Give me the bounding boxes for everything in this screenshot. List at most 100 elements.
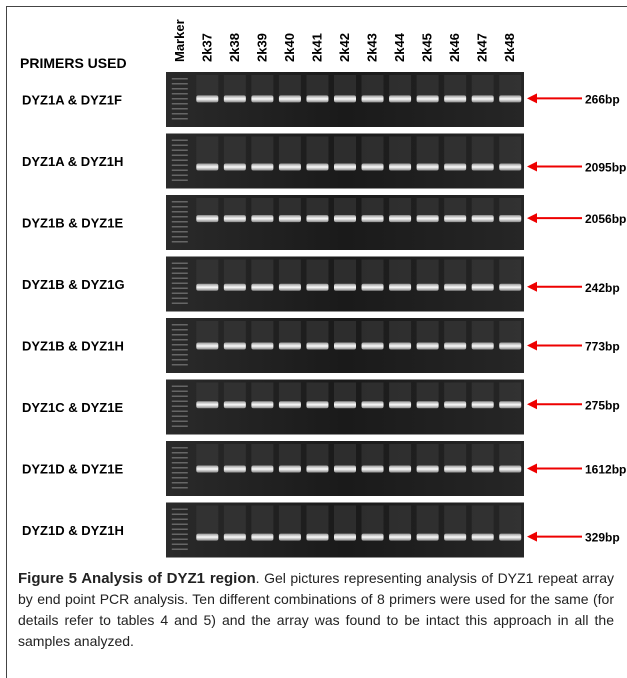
band <box>334 164 356 171</box>
primer-label: DYZ1B & DYZ1H <box>22 339 124 354</box>
lane-smear <box>362 260 384 287</box>
lane-smear <box>279 321 301 346</box>
lane-smear <box>472 444 494 469</box>
band <box>196 401 218 408</box>
lane-smear <box>417 321 439 346</box>
marker-ladder <box>172 482 188 484</box>
band <box>224 215 246 222</box>
band <box>417 343 439 350</box>
band <box>472 466 494 473</box>
lane-smear <box>334 444 356 469</box>
band <box>417 215 439 222</box>
band <box>334 215 356 222</box>
band <box>279 215 301 222</box>
band <box>389 534 411 541</box>
lane-label: 2k41 <box>309 33 324 62</box>
primer-label: DYZ1D & DYZ1H <box>22 523 124 538</box>
band <box>279 466 301 473</box>
lane-smear <box>499 75 521 98</box>
marker-ladder <box>172 118 188 120</box>
marker-ladder <box>172 160 188 162</box>
lane-smear <box>306 75 328 98</box>
lane-smear <box>499 198 521 218</box>
marker-ladder <box>172 534 188 536</box>
band <box>334 466 356 473</box>
lane-smear <box>251 137 273 167</box>
band <box>472 534 494 541</box>
band <box>224 95 246 102</box>
marker-ladder <box>172 155 188 157</box>
lane-smear <box>444 137 466 167</box>
lane-smear <box>251 506 273 537</box>
marker-ladder <box>172 263 188 265</box>
band <box>224 401 246 408</box>
band <box>279 164 301 171</box>
marker-ladder <box>172 519 188 521</box>
primer-label: DYZ1A & DYZ1H <box>22 154 123 169</box>
lane-label: 2k45 <box>420 33 435 62</box>
lane-smear <box>417 198 439 218</box>
lane-smear <box>389 383 411 405</box>
band <box>306 215 328 222</box>
lane-label: 2k48 <box>502 33 517 62</box>
marker-ladder <box>172 170 188 172</box>
band <box>472 284 494 291</box>
arrow-head <box>527 213 537 223</box>
band <box>417 164 439 171</box>
lane-smear <box>224 444 246 469</box>
band <box>362 284 384 291</box>
band <box>196 466 218 473</box>
lane-smear <box>306 137 328 167</box>
band <box>444 534 466 541</box>
band <box>499 343 521 350</box>
lane-smear <box>362 137 384 167</box>
band <box>196 534 218 541</box>
marker-ladder <box>172 544 188 546</box>
marker-ladder <box>172 359 188 361</box>
lane-smear <box>251 444 273 469</box>
arrow-head <box>527 532 537 542</box>
band <box>196 215 218 222</box>
band <box>279 284 301 291</box>
band <box>334 343 356 350</box>
lane-smear <box>306 506 328 537</box>
band <box>306 401 328 408</box>
marker-ladder <box>172 175 188 177</box>
lane-smear <box>196 383 218 405</box>
lane-smear <box>389 506 411 537</box>
lane-smear <box>362 75 384 98</box>
band <box>251 466 273 473</box>
gel-figure: PRIMERS USED Marker2k372k382k392k402k412… <box>0 0 627 565</box>
lane-smear <box>279 506 301 537</box>
lane-smear <box>444 444 466 469</box>
lane-label: 2k42 <box>337 33 352 62</box>
band <box>417 95 439 102</box>
band <box>444 284 466 291</box>
lane-smear <box>417 137 439 167</box>
lane-smear <box>224 137 246 167</box>
band <box>251 215 273 222</box>
band <box>196 284 218 291</box>
lane-smear <box>279 137 301 167</box>
band <box>306 95 328 102</box>
band <box>389 466 411 473</box>
marker-ladder <box>172 226 188 228</box>
lane-label: 2k39 <box>254 33 269 62</box>
band <box>499 466 521 473</box>
band <box>334 284 356 291</box>
lane-smear <box>444 321 466 346</box>
band <box>251 164 273 171</box>
marker-ladder <box>172 78 188 80</box>
marker-ladder <box>172 401 188 403</box>
band <box>224 534 246 541</box>
lane-smear <box>389 321 411 346</box>
arrow-head <box>527 162 537 172</box>
lane-smear <box>444 383 466 405</box>
marker-ladder <box>172 165 188 167</box>
marker-ladder <box>172 103 188 105</box>
band <box>499 401 521 408</box>
band <box>472 164 494 171</box>
arrow-head <box>527 464 537 474</box>
lane-smear <box>444 260 466 287</box>
marker-ladder <box>172 145 188 147</box>
